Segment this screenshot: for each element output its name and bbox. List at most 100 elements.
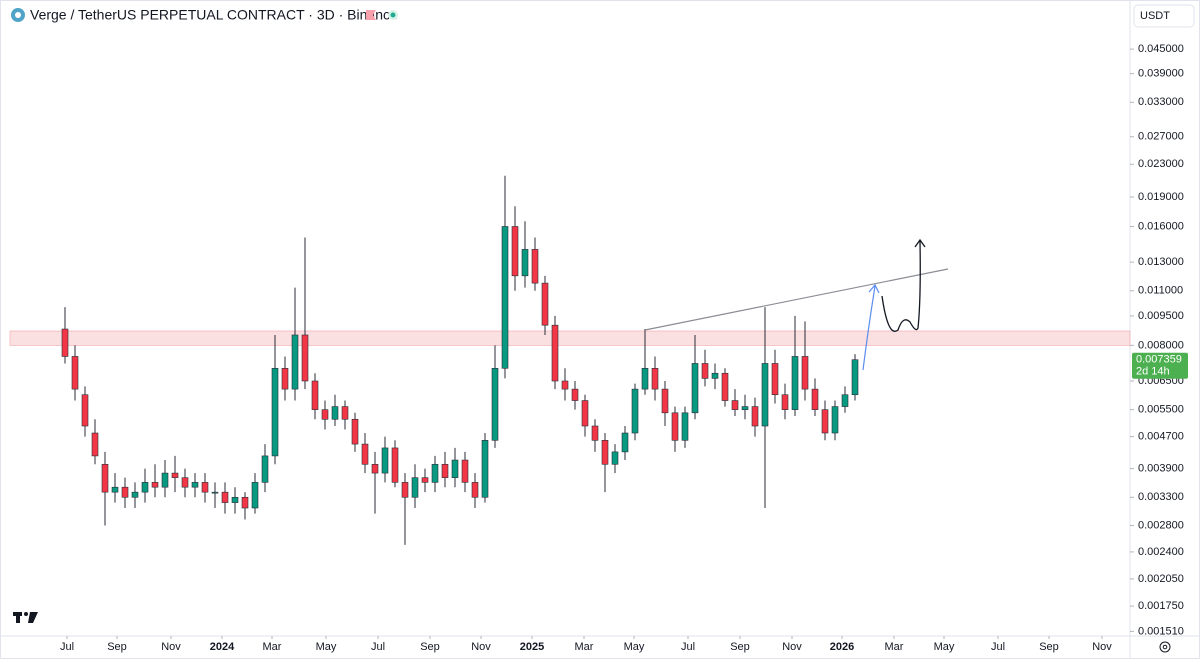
candle-body xyxy=(251,482,259,509)
candle-body xyxy=(771,363,779,396)
y-tick-label: 0.045000 xyxy=(1138,43,1184,55)
x-tick-label: 2025 xyxy=(520,641,544,653)
candle-body xyxy=(361,443,369,465)
candle-body xyxy=(731,400,739,410)
currency-select[interactable] xyxy=(1133,4,1195,28)
axes: 0.045000 0.039000 0.033000 0.027000 0.023000… xyxy=(60,43,1188,653)
candle-body xyxy=(431,463,439,483)
candle-body xyxy=(351,418,359,445)
y-tick-label: 0.004700 xyxy=(1138,431,1184,443)
candle-body xyxy=(271,367,279,457)
y-tick-label: 0.005500 xyxy=(1138,404,1184,416)
candle-body xyxy=(751,406,759,427)
projection-arrow xyxy=(881,238,926,332)
candle-body xyxy=(151,482,159,488)
y-tick-label: 0.002400 xyxy=(1138,546,1184,558)
y-tick-label: 0.011000 xyxy=(1138,285,1183,297)
x-tick-label: Jul xyxy=(60,641,74,653)
symbol-logo xyxy=(11,8,25,22)
candle-body xyxy=(131,491,139,498)
candle-body xyxy=(71,356,79,390)
candle-body xyxy=(441,463,449,478)
candle-body xyxy=(671,412,679,441)
x-tick-label: Mar xyxy=(885,641,904,653)
candle-body xyxy=(371,463,379,474)
candle-body xyxy=(651,367,659,390)
candle-body xyxy=(91,432,99,457)
y-tick-label: 0.002050 xyxy=(1138,573,1184,585)
x-tick-label: Nov xyxy=(161,641,181,653)
candle-body xyxy=(181,477,189,488)
candle-body xyxy=(301,334,309,382)
candle-body xyxy=(491,367,499,441)
x-tick-label: Nov xyxy=(471,641,491,653)
candle-body xyxy=(781,394,789,410)
y-tick-label: 0.008000 xyxy=(1138,339,1184,351)
y-tick-label: 0.001510 xyxy=(1138,625,1184,637)
x-tick-label: Sep xyxy=(1039,641,1059,653)
symbol-title: Verge / TetherUS PERPETUAL CONTRACT · 3D… xyxy=(30,7,398,23)
x-tick-label: 2024 xyxy=(210,641,235,653)
x-tick-label: Mar xyxy=(575,641,594,653)
candle-body xyxy=(391,447,399,483)
candle-body xyxy=(221,491,229,503)
y-tick-label: 0.013000 xyxy=(1138,256,1184,268)
y-tick-label: 0.003300 xyxy=(1138,491,1184,503)
x-tick-label: Jul xyxy=(681,641,695,653)
candle-body xyxy=(661,388,669,414)
flag-icon[interactable] xyxy=(366,10,376,20)
candle-body xyxy=(421,477,429,483)
candle-body xyxy=(241,496,249,509)
candle-body xyxy=(161,472,169,488)
candle-body xyxy=(811,388,819,410)
y-tick-label: 0.019000 xyxy=(1138,191,1184,203)
candle-body xyxy=(681,412,689,441)
candle-body xyxy=(721,372,729,401)
candle-body xyxy=(561,380,569,390)
y-tick-label: 0.033000 xyxy=(1138,96,1184,108)
candle-body xyxy=(111,486,119,493)
countdown-label: 2d 14h xyxy=(1136,366,1170,378)
y-tick-label: 0.023000 xyxy=(1138,158,1184,170)
x-tick-label: Sep xyxy=(420,641,440,653)
trend-line xyxy=(644,268,949,331)
candle-body xyxy=(321,409,329,420)
y-tick-label: 0.001750 xyxy=(1138,600,1184,612)
candle-body xyxy=(261,455,269,483)
candle-body xyxy=(291,334,299,390)
candle-body xyxy=(741,406,749,410)
candle-body xyxy=(281,367,289,390)
candle-body xyxy=(201,482,209,493)
candle-body xyxy=(311,380,319,410)
y-tick-label: 0.039000 xyxy=(1138,68,1184,80)
candle-body xyxy=(641,367,649,390)
settings-icon[interactable] xyxy=(1159,641,1171,653)
last-price-tag xyxy=(1132,352,1188,379)
y-tick-label: 0.027000 xyxy=(1138,131,1184,143)
plot-area xyxy=(9,175,1131,545)
candle-body xyxy=(211,491,219,494)
candle-body xyxy=(791,356,799,410)
blue-arrow xyxy=(862,283,880,371)
y-tick-label: 0.002800 xyxy=(1138,519,1184,531)
y-tick-label: 0.003900 xyxy=(1138,463,1184,475)
x-tick-label: May xyxy=(934,641,955,653)
candle-body xyxy=(81,394,89,427)
candle-body xyxy=(621,432,629,453)
candle-body xyxy=(841,394,849,407)
candle-body xyxy=(231,496,239,503)
candle-body xyxy=(471,482,479,498)
candle-body xyxy=(581,400,589,427)
last-price-label: 0.007359 xyxy=(1136,354,1182,366)
candle-body xyxy=(601,440,609,465)
candle-body xyxy=(531,249,539,284)
candle-body xyxy=(851,359,859,396)
candle-body xyxy=(171,472,179,478)
candle-body xyxy=(411,477,419,498)
candle-body xyxy=(461,459,469,483)
candle-body xyxy=(631,388,639,434)
x-tick-label: Jul xyxy=(991,641,1005,653)
